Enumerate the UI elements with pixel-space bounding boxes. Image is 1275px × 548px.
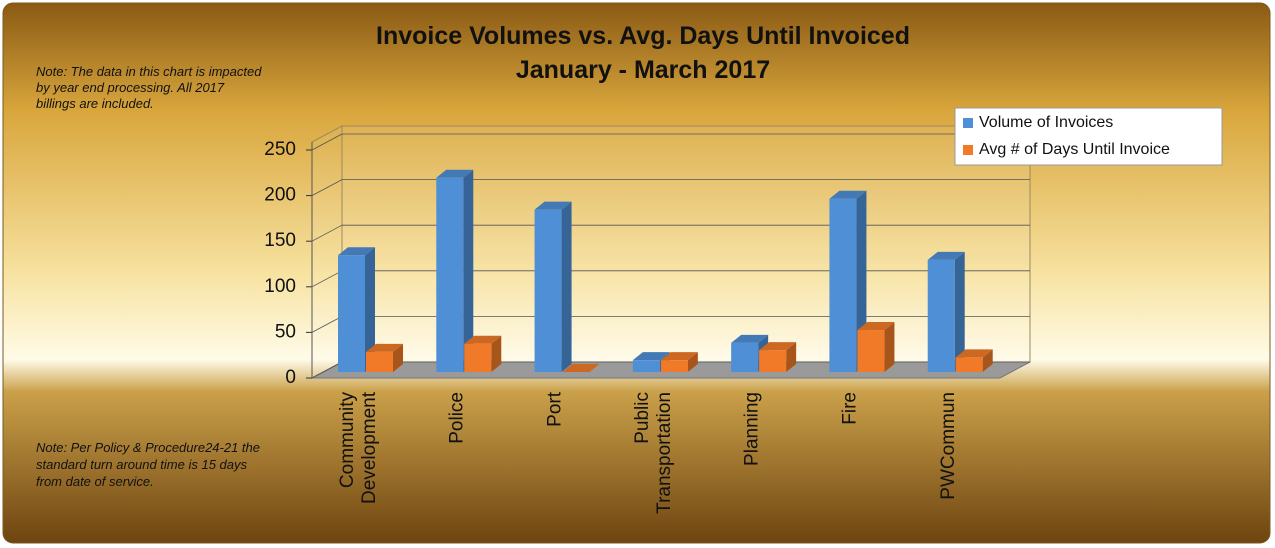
- legend-label: Avg # of Days Until Invoice: [979, 141, 1170, 158]
- bar-top: [731, 334, 769, 343]
- grid-line: [311, 133, 343, 151]
- note: billings are included.: [36, 96, 154, 111]
- bar: [955, 349, 993, 372]
- bar: [562, 364, 600, 372]
- bar: [927, 251, 965, 372]
- bar-side: [365, 247, 375, 372]
- chart-subtitle: January - March 2017: [516, 56, 770, 84]
- side-wall: [311, 125, 343, 379]
- bar: [464, 335, 502, 372]
- x-tick-label: PWCommun: [938, 392, 959, 500]
- bar: [534, 201, 572, 372]
- x-tick-label: Planning: [741, 392, 762, 466]
- bar-front: [927, 259, 955, 372]
- bar-front: [660, 360, 688, 372]
- note: from date of service.: [36, 474, 154, 489]
- y-tick-label: 250: [264, 139, 296, 160]
- bar-side: [982, 349, 993, 372]
- bar-top: [759, 342, 797, 351]
- bar-front: [436, 177, 464, 372]
- x-tick-label: Port: [545, 391, 566, 427]
- bar: [829, 190, 867, 372]
- bar-front: [731, 342, 759, 372]
- y-tick-label: 200: [264, 185, 296, 206]
- bar-side: [561, 201, 572, 372]
- bar-top: [829, 190, 867, 199]
- bar: [338, 247, 375, 372]
- legend-box: [954, 107, 1223, 166]
- bar: [660, 352, 698, 372]
- grid-line: [311, 270, 343, 288]
- bar-top: [562, 364, 600, 372]
- bar-side: [491, 335, 502, 372]
- bar-side: [786, 342, 797, 372]
- note: Note: Per Policy & Procedure24-21 the: [36, 440, 260, 455]
- bar-front: [534, 209, 562, 372]
- bar-top: [927, 251, 965, 260]
- bar-side: [954, 251, 965, 372]
- bar-side: [393, 343, 403, 372]
- x-tick-label: Fire: [840, 392, 861, 425]
- bar-top: [632, 352, 670, 361]
- bar-front: [829, 198, 857, 372]
- chart-title: Invoice Volumes vs. Avg. Days Until Invo…: [376, 22, 910, 50]
- bar-front: [632, 360, 660, 372]
- bar-top: [366, 343, 403, 352]
- x-tick-label: CommunityDevelopment: [337, 391, 380, 504]
- legend-label: Volume of Invoices: [979, 114, 1113, 131]
- bar-front: [759, 350, 787, 372]
- bar-front: [857, 330, 885, 372]
- bar-top: [436, 169, 474, 178]
- bar-top: [955, 349, 993, 358]
- legend-swatch: [963, 118, 973, 128]
- bar-side: [463, 169, 474, 372]
- bar-side: [687, 352, 698, 372]
- grid-line: [311, 361, 343, 379]
- bar: [436, 169, 474, 372]
- bar-top: [660, 352, 698, 361]
- x-tick-label: Police: [446, 392, 467, 444]
- y-tick-label: 100: [264, 276, 296, 297]
- y-tick-label: 0: [285, 367, 296, 388]
- bar-top: [534, 201, 572, 210]
- bar-front: [955, 357, 983, 372]
- x-tick-label: PublicTransportation: [632, 392, 675, 514]
- bar: [366, 343, 403, 372]
- grid-line: [311, 316, 343, 333]
- legend-swatch: [963, 145, 973, 155]
- bar-side: [884, 322, 895, 372]
- bar-front: [366, 351, 393, 372]
- note: standard turn around time is 15 days: [36, 457, 248, 472]
- bar-top: [857, 322, 895, 331]
- y-tick-label: 50: [275, 321, 296, 342]
- bar-top: [338, 247, 375, 256]
- bar-front: [338, 255, 365, 372]
- bar: [759, 342, 797, 372]
- bar-top: [464, 335, 502, 344]
- y-tick-label: 150: [264, 230, 296, 251]
- note: Note: The data in this chart is impacted: [36, 64, 262, 79]
- grid-line: [311, 179, 343, 196]
- note: by year end processing. All 2017: [36, 80, 225, 95]
- grid-line: [311, 224, 343, 242]
- bar-front: [464, 343, 492, 372]
- bar: [857, 322, 895, 372]
